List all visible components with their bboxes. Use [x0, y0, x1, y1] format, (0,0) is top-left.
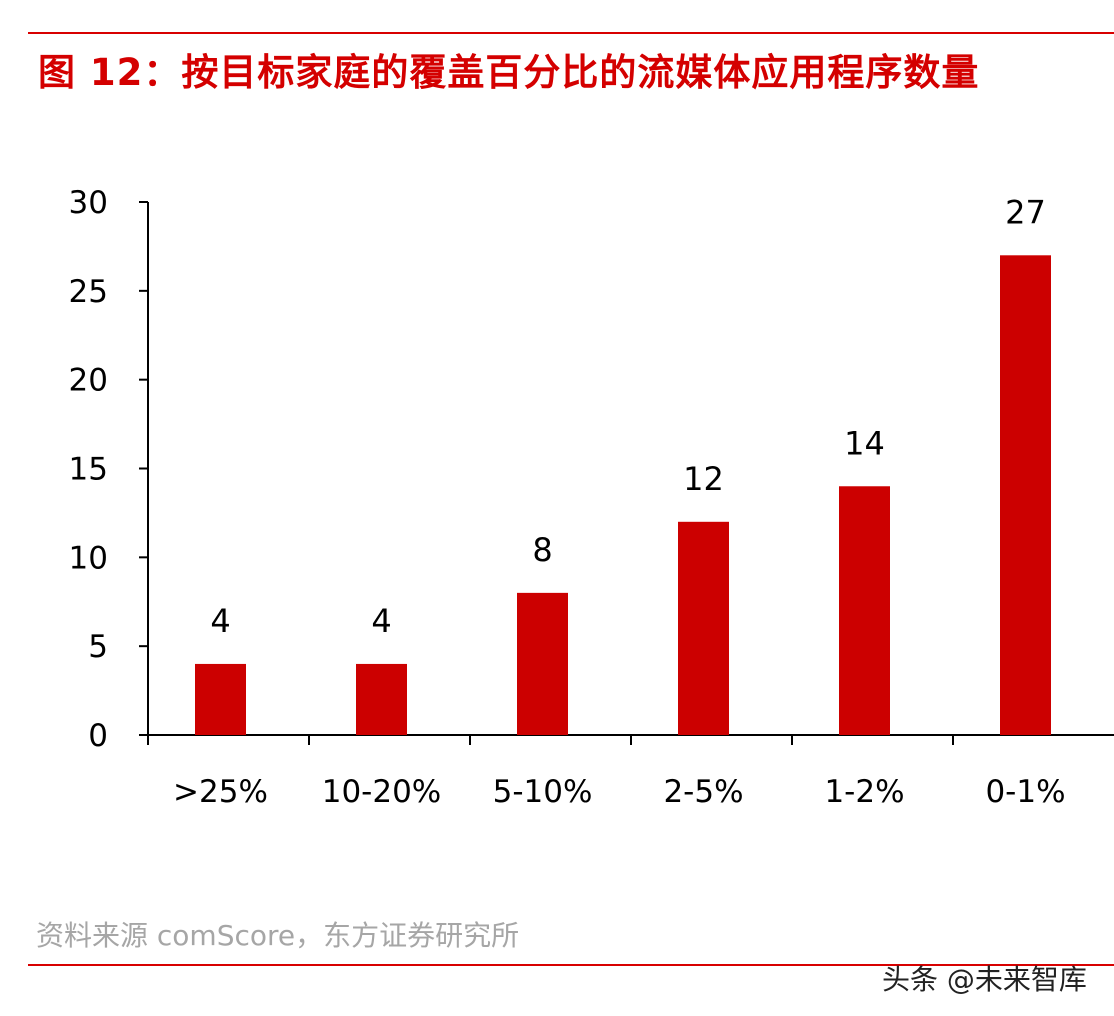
x-tick-label: >25%: [173, 774, 268, 810]
bar: [839, 486, 890, 735]
x-tick-label: 0-1%: [985, 774, 1065, 810]
data-label: 27: [1005, 193, 1046, 231]
chart-title: 图 12：按目标家庭的覆盖百分比的流媒体应用程序数量: [38, 51, 980, 94]
y-tick-label: 5: [88, 629, 108, 665]
source-note: 资料来源 comScore，东方证券研究所: [36, 919, 520, 952]
y-tick-label: 30: [69, 185, 108, 221]
x-tick-label: 5-10%: [493, 774, 593, 810]
y-tick-label: 15: [69, 452, 108, 488]
bar: [678, 521, 729, 735]
bar: [195, 663, 246, 735]
bar: [356, 663, 407, 735]
y-axis: 0 5 10 15 20 25 30: [69, 185, 149, 754]
watermark: 头条 @未来智库: [882, 963, 1087, 996]
top-rule: [28, 32, 1114, 34]
bars: 4 4 8 12 14 27: [195, 193, 1051, 736]
data-label: 12: [683, 460, 724, 498]
y-tick-label: 25: [69, 274, 108, 310]
bar: [1000, 255, 1051, 736]
bar: [517, 592, 568, 735]
data-label: 4: [210, 602, 230, 640]
bottom-rule: [28, 964, 1114, 966]
y-tick-label: 0: [88, 718, 108, 754]
x-axis: >25% 10-20% 5-10% 2-5% 1-2% 0-1%: [147, 734, 1114, 810]
data-label: 14: [844, 424, 885, 462]
x-tick-label: 10-20%: [322, 774, 442, 810]
data-label: 4: [371, 602, 391, 640]
x-tick-label: 1-2%: [824, 774, 904, 810]
bar-chart: 0 5 10 15 20 25 30 >25% 10-20% 5-10% 2-5% 1-2% 0-1%…: [69, 185, 1114, 810]
data-label: 8: [532, 531, 552, 569]
x-tick-label: 2-5%: [663, 774, 743, 810]
y-tick-label: 10: [69, 540, 108, 576]
y-tick-label: 20: [69, 363, 108, 399]
